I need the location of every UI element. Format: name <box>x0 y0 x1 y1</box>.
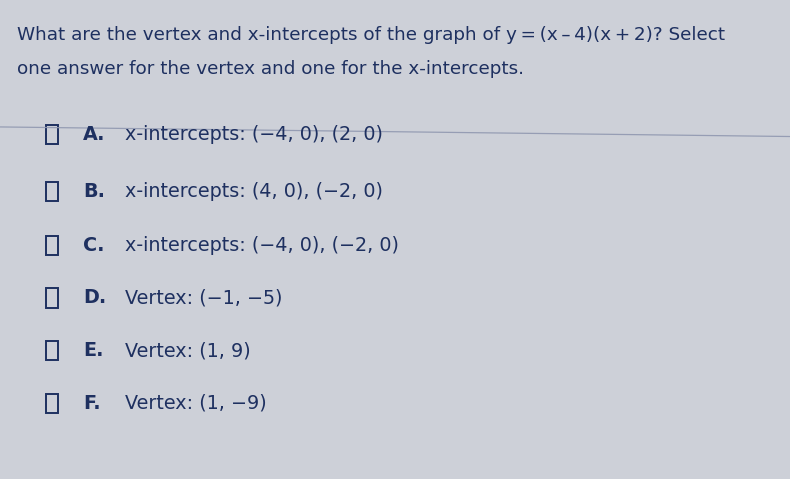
Bar <box>46 182 58 201</box>
Text: x-intercepts: (4, 0), (−2, 0): x-intercepts: (4, 0), (−2, 0) <box>125 182 383 201</box>
Text: x-intercepts: (−4, 0), (2, 0): x-intercepts: (−4, 0), (2, 0) <box>125 125 383 144</box>
Text: one answer for the vertex and one for the x-intercepts.: one answer for the vertex and one for th… <box>17 60 525 78</box>
Text: A.: A. <box>83 125 105 144</box>
Bar <box>46 394 58 413</box>
Bar <box>46 125 58 144</box>
Text: x-intercepts: (−4, 0), (−2, 0): x-intercepts: (−4, 0), (−2, 0) <box>125 236 399 255</box>
Text: Vertex: (−1, −5): Vertex: (−1, −5) <box>125 288 282 308</box>
Text: F.: F. <box>83 394 100 413</box>
Text: Vertex: (1, −9): Vertex: (1, −9) <box>125 394 266 413</box>
Text: Vertex: (1, 9): Vertex: (1, 9) <box>125 341 250 360</box>
Bar <box>46 341 58 360</box>
Text: B.: B. <box>83 182 105 201</box>
Text: E.: E. <box>83 341 103 360</box>
Text: D.: D. <box>83 288 106 308</box>
Bar <box>46 288 58 308</box>
Bar <box>46 236 58 255</box>
Text: What are the vertex and x-intercepts of the graph of y = (x – 4)(x + 2)? Select: What are the vertex and x-intercepts of … <box>17 26 725 45</box>
Text: C.: C. <box>83 236 104 255</box>
